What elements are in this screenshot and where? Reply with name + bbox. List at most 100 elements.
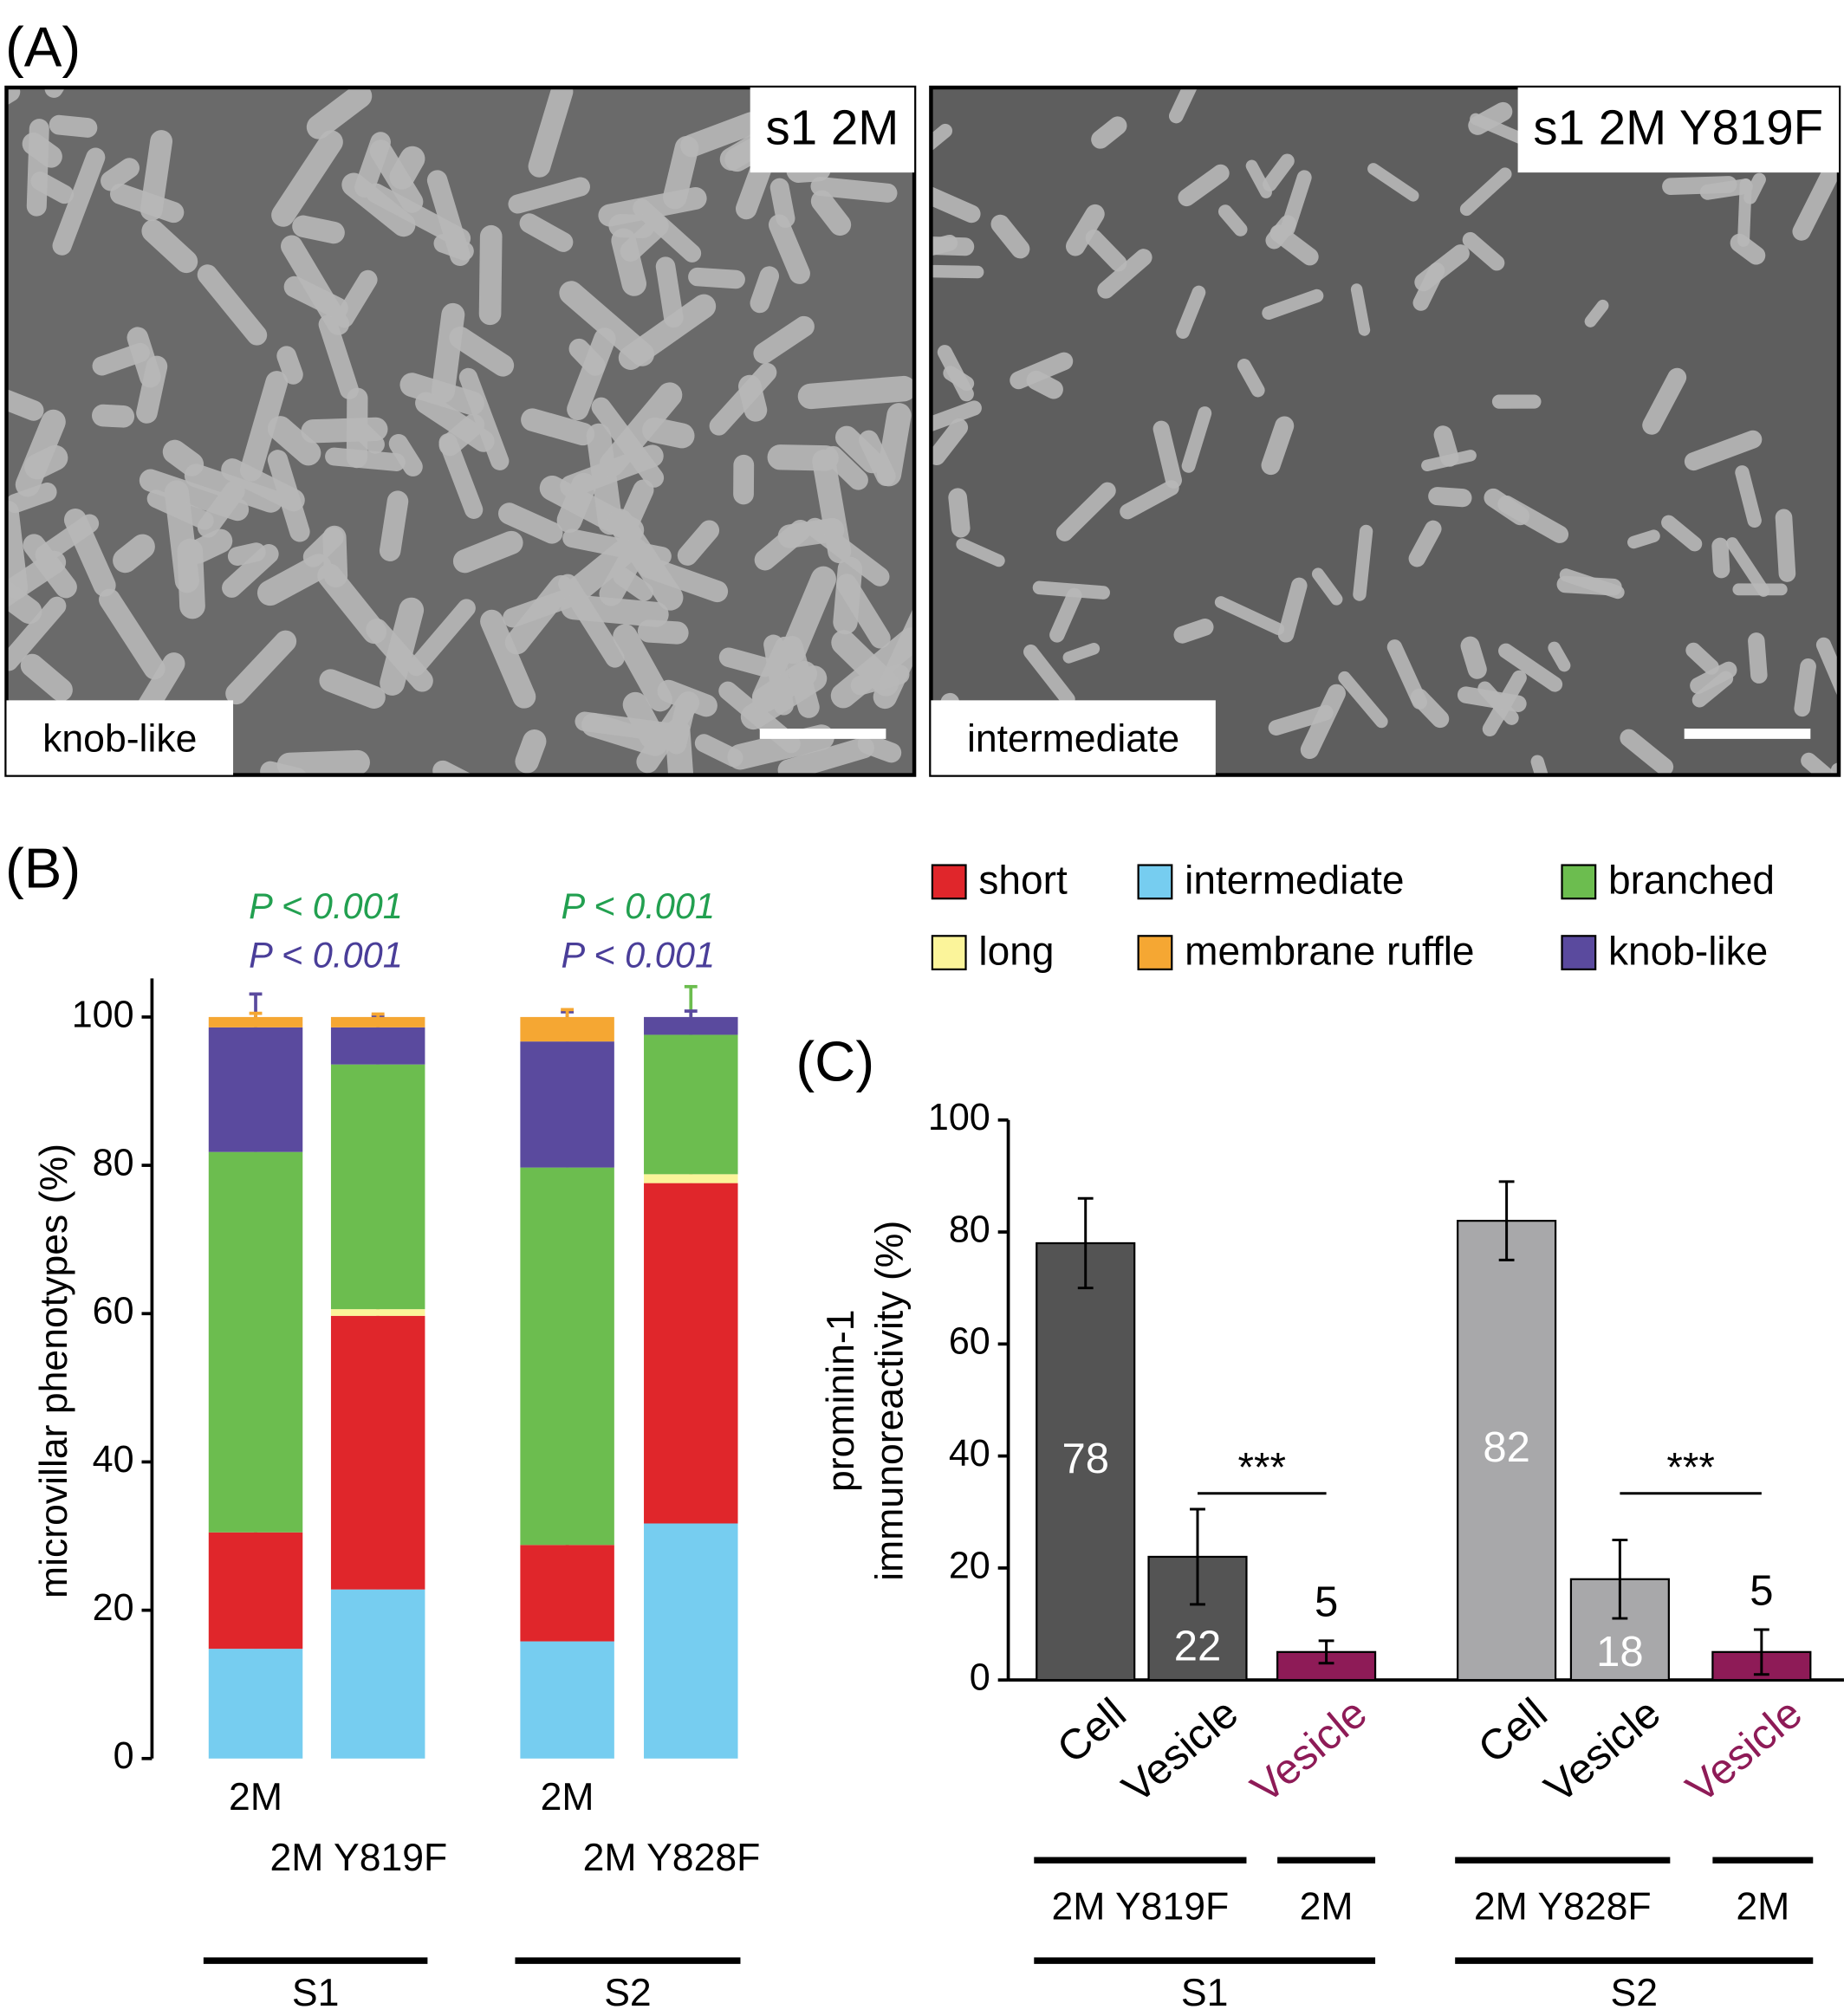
villus xyxy=(931,236,975,256)
villus xyxy=(6,389,44,421)
bar-segment xyxy=(330,1016,425,1027)
bar-segment xyxy=(644,1034,738,1175)
caption-bg xyxy=(6,700,234,775)
villus xyxy=(225,630,297,705)
villus xyxy=(1748,632,1768,684)
villus xyxy=(1181,406,1212,473)
villus xyxy=(6,579,42,625)
villus xyxy=(1726,537,1770,597)
villus xyxy=(1152,420,1182,489)
villus xyxy=(528,88,574,178)
villus xyxy=(1168,88,1198,124)
villus xyxy=(92,404,135,428)
villus xyxy=(306,88,373,139)
villus xyxy=(558,574,625,668)
villus xyxy=(63,509,116,597)
y-tick-label: 20 xyxy=(93,1587,134,1629)
villus xyxy=(1032,580,1110,600)
y-axis-label: prominin-1 xyxy=(820,1309,862,1492)
villus xyxy=(380,597,425,696)
bar xyxy=(1457,1220,1557,1682)
value-label: 22 xyxy=(1174,1624,1222,1670)
villus xyxy=(1743,172,1766,204)
villus xyxy=(1268,704,1334,736)
y-tick-label: 80 xyxy=(949,1209,990,1250)
bar xyxy=(1036,1241,1136,1682)
villus xyxy=(1280,170,1312,237)
villus xyxy=(1711,537,1730,579)
x-tick-label: 2M xyxy=(541,1776,594,1818)
villus xyxy=(665,718,694,775)
villus xyxy=(334,269,378,328)
villus xyxy=(1801,752,1838,775)
villus xyxy=(1428,487,1472,508)
y-tick-label: 100 xyxy=(72,994,134,1035)
subgroup-label: 2M xyxy=(1736,1885,1789,1928)
bar-segment xyxy=(644,1016,738,1035)
villus xyxy=(1062,642,1101,664)
villus xyxy=(956,538,1005,567)
micrograph-label: s1 2M Y819F xyxy=(1533,100,1823,154)
y-axis-label: immunoreactivity (%) xyxy=(869,1221,912,1581)
y-tick-label: 60 xyxy=(949,1321,990,1363)
villus xyxy=(613,624,672,712)
villus xyxy=(1584,299,1609,327)
villus xyxy=(655,256,684,328)
villus xyxy=(271,130,343,227)
villus xyxy=(267,416,321,466)
p-value: P < 0.001 xyxy=(562,885,716,926)
villus xyxy=(256,554,332,606)
micrograph-frame xyxy=(4,85,917,777)
legend-label: branched xyxy=(1608,858,1775,903)
villus xyxy=(752,660,818,713)
villus xyxy=(1460,636,1487,679)
villus xyxy=(810,177,898,203)
bar-segment xyxy=(520,1041,614,1168)
villus xyxy=(680,112,763,158)
villus xyxy=(1311,567,1343,606)
villus xyxy=(857,734,902,763)
value-label: 5 xyxy=(1750,1567,1773,1614)
legend-swatch xyxy=(1137,935,1173,971)
villus xyxy=(931,400,982,432)
villus xyxy=(1262,288,1324,321)
villus xyxy=(931,418,969,466)
villus xyxy=(1457,686,1527,712)
group-label: S1 xyxy=(292,1972,340,2014)
y-tick-label: 20 xyxy=(949,1545,990,1586)
label-bg xyxy=(750,88,915,173)
villus xyxy=(139,469,250,522)
micrograph-caption: knob-like xyxy=(42,718,197,761)
villus xyxy=(1066,204,1105,256)
villus xyxy=(1459,167,1512,217)
villus xyxy=(162,439,205,476)
villus xyxy=(810,190,852,236)
villus xyxy=(1386,639,1427,710)
panel-label: (B) xyxy=(5,837,81,900)
villus xyxy=(415,392,495,452)
x-tick-label: Cell xyxy=(1470,1689,1555,1773)
villus xyxy=(1178,164,1230,207)
villus xyxy=(49,114,98,138)
villus xyxy=(1530,755,1549,775)
subgroup-label: 2M Y828F xyxy=(1474,1885,1652,1928)
villus xyxy=(389,146,425,190)
villus xyxy=(1023,644,1075,707)
villus xyxy=(6,759,29,775)
villus xyxy=(521,408,595,446)
micrograph xyxy=(931,88,1839,775)
villus xyxy=(777,736,874,775)
villus xyxy=(727,724,834,770)
villus xyxy=(688,267,745,289)
bar-segment xyxy=(208,1027,303,1152)
bar-segment xyxy=(520,1167,614,1546)
villus xyxy=(24,444,68,480)
villus xyxy=(184,463,282,513)
villus xyxy=(52,147,106,256)
villus xyxy=(750,266,780,314)
value-label: 18 xyxy=(1596,1629,1644,1676)
bar-segment xyxy=(330,1315,425,1590)
x-tick-label: Vesicle xyxy=(1243,1689,1376,1812)
villus xyxy=(767,444,839,471)
panel-label: (A) xyxy=(5,16,81,79)
